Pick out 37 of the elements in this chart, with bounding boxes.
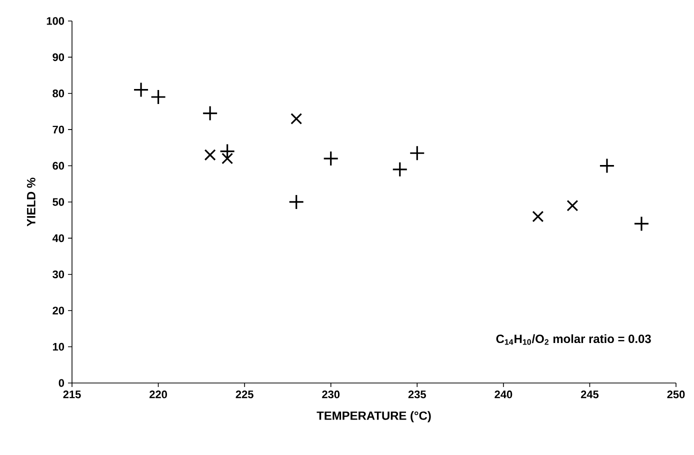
point [634, 216, 650, 232]
point [202, 105, 218, 122]
y-tick-label: 50 [52, 198, 64, 206]
x-tick-label: 220 [150, 390, 167, 398]
y-tick-label: 0 [58, 379, 64, 387]
x-tick-label: 215 [63, 390, 81, 398]
y-tick-label: 90 [52, 53, 64, 62]
x-axis-title: TEMPERATURE (°C) [316, 411, 431, 422]
y-tick-label: 10 [52, 342, 64, 351]
point [599, 158, 615, 174]
y-tick-label: 70 [52, 126, 64, 134]
x-tick-label: 230 [322, 390, 340, 398]
point [222, 152, 234, 164]
point [409, 145, 425, 161]
point [150, 89, 166, 105]
x-tick-label: 225 [236, 390, 254, 398]
point [204, 149, 216, 161]
y-tick-label: 40 [52, 234, 64, 242]
point [566, 200, 578, 212]
y-tick-label: 60 [52, 162, 64, 170]
annotation: C$_{14}$H$_{10}$/O$_{2}$ molar ratio = 0.03 [496, 334, 651, 345]
y-tick-label: 100 [46, 17, 64, 25]
y-tick-label: 20 [52, 306, 64, 314]
point [392, 162, 408, 178]
x-tick-label: 240 [494, 390, 512, 398]
point [323, 150, 339, 166]
y-tick-label: 30 [52, 270, 64, 278]
y-tick-label: 80 [52, 90, 64, 98]
point [288, 194, 304, 210]
y-axis-title: YIELD % [26, 178, 36, 226]
point [133, 82, 149, 98]
x-tick-label: 245 [580, 390, 599, 398]
x-tick-label: 235 [408, 390, 426, 398]
point [290, 112, 302, 124]
point [532, 210, 544, 222]
x-tick-label: 250 [667, 390, 685, 398]
point [220, 144, 236, 160]
